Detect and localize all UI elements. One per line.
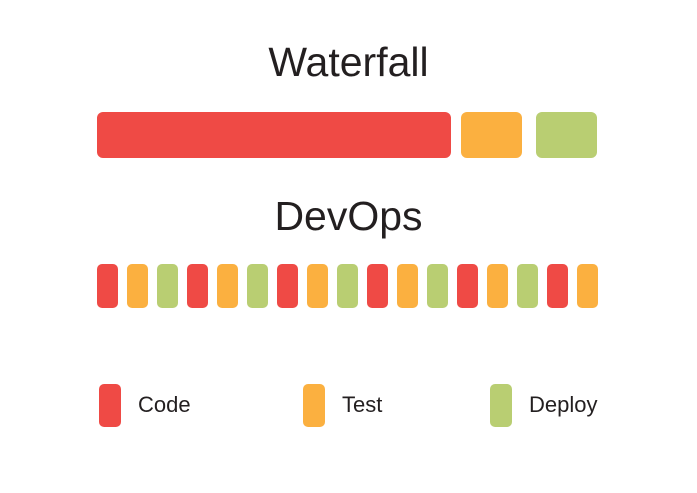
devops-bar-deploy [157,264,178,308]
devops-bar-deploy [337,264,358,308]
waterfall-bar-deploy [536,112,597,158]
devops-timeline-row [97,262,607,310]
legend-item-code: Code [99,382,191,428]
waterfall-bar-code [97,112,451,158]
waterfall-bar-test [461,112,522,158]
legend-label-test: Test [342,392,383,417]
devops-bar-deploy [247,264,268,308]
legend-swatch-code-icon [99,383,121,427]
devops-bar-code [187,264,208,308]
devops-bar-test [217,264,238,308]
devops-section-title: DevOps [274,193,423,239]
waterfall-section-title: Waterfall [268,39,429,85]
legend: Code Test Deploy [0,382,697,428]
devops-bar-deploy [517,264,538,308]
legend-swatch-test-icon [303,383,325,427]
devops-bar-test [397,264,418,308]
legend-label-deploy: Deploy [529,392,598,417]
devops-bar-code [457,264,478,308]
devops-bar-test [307,264,328,308]
legend-item-test: Test [303,382,382,428]
devops-bar-deploy [427,264,448,308]
waterfall-timeline-row [97,112,607,160]
devops-bar-code [97,264,118,308]
devops-bar-test [487,264,508,308]
devops-bar-code [367,264,388,308]
devops-bar-test [127,264,148,308]
legend-label-code: Code [138,392,191,417]
devops-bar-test [577,264,598,308]
devops-bar-code [277,264,298,308]
legend-swatch-deploy-icon [490,383,512,427]
legend-item-deploy: Deploy [490,382,597,428]
devops-bar-code [547,264,568,308]
